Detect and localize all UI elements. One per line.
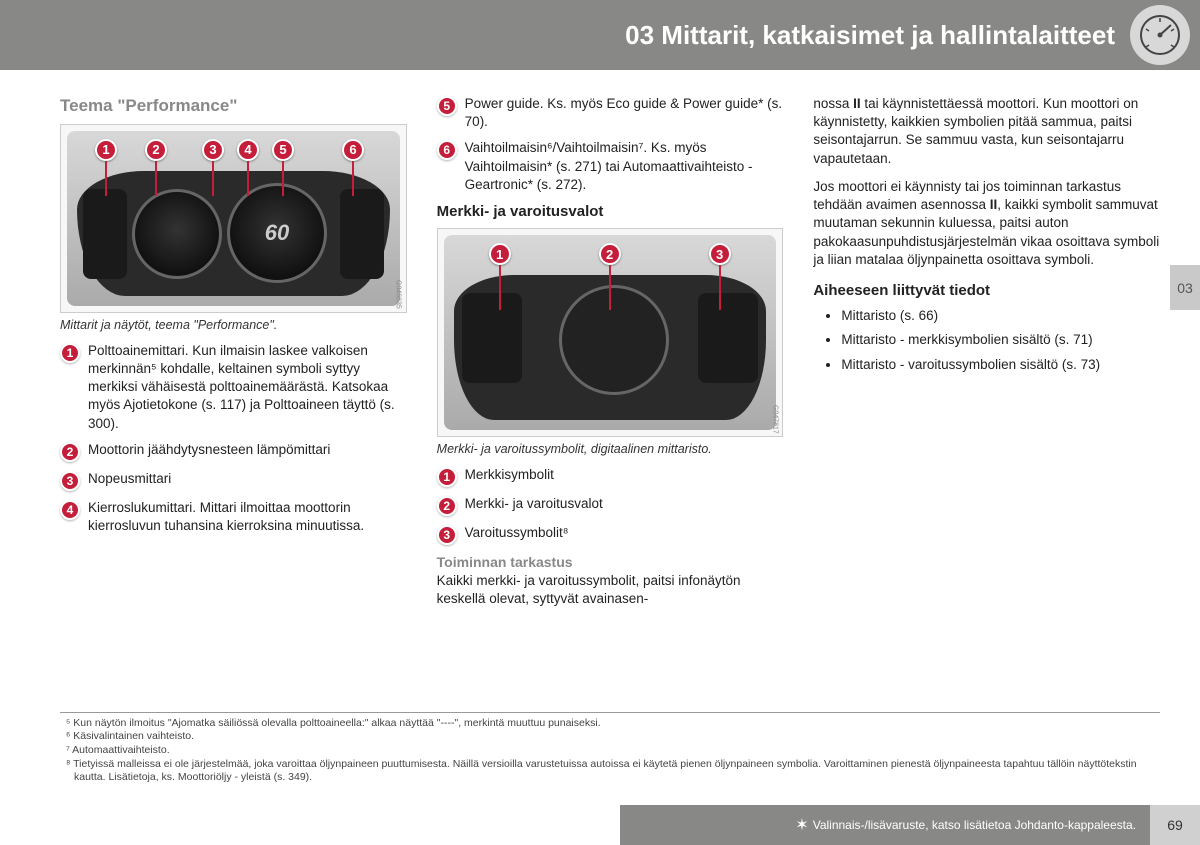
related-info-heading: Aiheeseen liittyvät tiedot bbox=[813, 281, 1160, 301]
callout-marker: 4 bbox=[237, 139, 259, 196]
item-number-badge: 2 bbox=[60, 442, 80, 462]
figure-performance: 60 123456 G046635 bbox=[60, 124, 407, 313]
speedometer-display: 60 bbox=[227, 183, 327, 283]
item-number-badge: 4 bbox=[60, 500, 80, 520]
numbered-item: 2 Merkki- ja varoitusvalot bbox=[437, 495, 784, 516]
paragraph-2: Jos moottori ei käynnisty tai jos toimin… bbox=[813, 178, 1160, 269]
item-text: Vaihtoilmaisin⁶/Vaihtoilmaisin⁷. Ks. myö… bbox=[465, 139, 784, 194]
header-bar: 03 Mittarit, katkaisimet ja hallintalait… bbox=[0, 0, 1200, 70]
column-2: 5 Power guide. Ks. myös Eco guide & Power… bbox=[437, 95, 784, 609]
item-text: Nopeusmittari bbox=[88, 470, 407, 488]
numbered-item: 3 Varoitussymbolit⁸ bbox=[437, 524, 784, 545]
footer: ✶ Valinnais-/lisävaruste, katso lisätiet… bbox=[0, 805, 1200, 845]
item-number-badge: 6 bbox=[437, 140, 457, 160]
item-text: Merkkisymbolit bbox=[465, 466, 784, 484]
figure-caption-1: Mittarit ja näytöt, teema "Performance". bbox=[60, 317, 407, 334]
body-paragraph: Kaikki merkki- ja varoitussymbolit, pait… bbox=[437, 572, 784, 608]
callout-marker: 6 bbox=[342, 139, 364, 196]
figure-code: G046635 bbox=[393, 280, 402, 309]
callout-marker: 5 bbox=[272, 139, 294, 196]
footnote: ⁸ Tietyissä malleissa ei ole järjestelmä… bbox=[60, 758, 1160, 785]
item-text: Moottorin jäähdytysnesteen lämpömittari bbox=[88, 441, 407, 459]
item-number-badge: 3 bbox=[60, 471, 80, 491]
numbered-item: 1 Merkkisymbolit bbox=[437, 466, 784, 487]
item-number-badge: 1 bbox=[437, 467, 457, 487]
figure-warning: 1 2 3 G047817 bbox=[437, 228, 784, 437]
callout-marker: 3 bbox=[202, 139, 224, 196]
asterisk-icon: ✶ bbox=[795, 815, 808, 835]
callout-marker: 1 bbox=[95, 139, 117, 196]
chapter-title: 03 Mittarit, katkaisimet ja hallintalait… bbox=[625, 20, 1115, 51]
item-text: Merkki- ja varoitusvalot bbox=[465, 495, 784, 513]
side-tab: 03 bbox=[1170, 265, 1200, 310]
callout-marker: 3 bbox=[709, 243, 731, 310]
item-text: Power guide. Ks. myös Eco guide & Power … bbox=[465, 95, 784, 131]
content-grid: Teema "Performance" 60 123456 G046635 Mi… bbox=[0, 70, 1200, 609]
footnotes: ⁵ Kun näytön ilmoitus "Ajomatka säiliöss… bbox=[60, 712, 1160, 785]
numbered-item: 1 Polttoainemittari. Kun ilmaisin laskee … bbox=[60, 342, 407, 433]
warning-lights-heading: Merkki- ja varoitusvalot bbox=[437, 202, 784, 222]
item-text: Varoitussymbolit⁸ bbox=[465, 524, 784, 542]
paragraph-1: nossa II tai käynnistettäessä moottori. … bbox=[813, 95, 1160, 168]
item-number-badge: 1 bbox=[60, 343, 80, 363]
callout-marker: 2 bbox=[599, 243, 621, 310]
theme-heading: Teema "Performance" bbox=[60, 95, 407, 118]
function-check-heading: Toiminnan tarkastus bbox=[437, 553, 784, 572]
related-info-item: Mittaristo - varoitussymbolien sisältö (… bbox=[841, 356, 1160, 374]
callout-marker: 2 bbox=[145, 139, 167, 196]
gauge-icon bbox=[1130, 5, 1190, 65]
figure-code-2: G047817 bbox=[770, 405, 779, 434]
numbered-item: 4 Kierroslukumittari. Mittari ilmoittaa m… bbox=[60, 499, 407, 535]
numbered-item: 3 Nopeusmittari bbox=[60, 470, 407, 491]
numbered-item: 6 Vaihtoilmaisin⁶/Vaihtoilmaisin⁷. Ks. my… bbox=[437, 139, 784, 194]
column-1: Teema "Performance" 60 123456 G046635 Mi… bbox=[60, 95, 407, 609]
footnote: ⁵ Kun näytön ilmoitus "Ajomatka säiliöss… bbox=[60, 717, 1160, 731]
numbered-item: 2 Moottorin jäähdytysnesteen lämpömittari bbox=[60, 441, 407, 462]
callout-marker: 1 bbox=[489, 243, 511, 310]
figure-caption-2: Merkki- ja varoitussymbolit, digitaaline… bbox=[437, 441, 784, 458]
footnote: ⁶ Käsivalintainen vaihteisto. bbox=[60, 730, 1160, 744]
footer-note: ✶ Valinnais-/lisävaruste, katso lisätiet… bbox=[620, 805, 1150, 845]
related-info-item: Mittaristo (s. 66) bbox=[841, 307, 1160, 325]
item-number-badge: 2 bbox=[437, 496, 457, 516]
related-info-list: Mittaristo (s. 66) Mittaristo - merkkisym… bbox=[813, 307, 1160, 374]
column-3: nossa II tai käynnistettäessä moottori. … bbox=[813, 95, 1160, 609]
item-number-badge: 3 bbox=[437, 525, 457, 545]
numbered-item: 5 Power guide. Ks. myös Eco guide & Power… bbox=[437, 95, 784, 131]
footnote: ⁷ Automaattivaihteisto. bbox=[60, 744, 1160, 758]
page-number: 69 bbox=[1150, 805, 1200, 845]
item-text: Polttoainemittari. Kun ilmaisin laskee v… bbox=[88, 342, 407, 433]
item-number-badge: 5 bbox=[437, 96, 457, 116]
item-text: Kierroslukumittari. Mittari ilmoittaa mo… bbox=[88, 499, 407, 535]
related-info-item: Mittaristo - merkkisymbolien sisältö (s.… bbox=[841, 331, 1160, 349]
